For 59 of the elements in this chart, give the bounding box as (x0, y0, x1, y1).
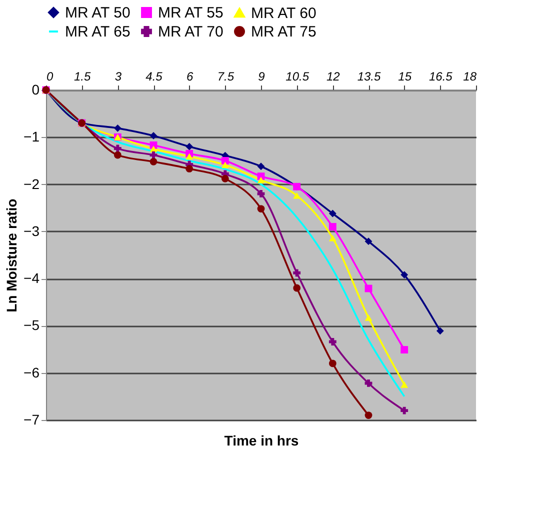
x-tick-label: 13.5 (357, 70, 381, 84)
point (328, 360, 336, 368)
point (186, 153, 194, 160)
y-tick-label: −2 (24, 176, 40, 192)
x-tick-label: 12 (326, 70, 340, 84)
point (257, 176, 265, 184)
legend-label: MR AT 70 (158, 24, 224, 40)
x-tick-label: 3 (114, 70, 122, 84)
point (436, 327, 444, 335)
legend-label: MR AT 65 (65, 24, 130, 40)
y-tick-label: −1 (24, 128, 40, 145)
y-tick-label: −7 (24, 412, 40, 428)
point (114, 151, 122, 159)
point (114, 124, 122, 132)
legend-label: MR AT 50 (65, 4, 130, 22)
point (221, 157, 229, 164)
point (186, 165, 194, 172)
y-tick-label: −3 (24, 222, 40, 239)
point (400, 346, 408, 354)
point (328, 223, 336, 230)
y-tick-label: 0 (32, 82, 40, 98)
legend-label: MR AT 60 (251, 4, 316, 22)
y-axis-title: Ln Moisture ratio (4, 198, 20, 312)
point (257, 190, 265, 198)
x-tick-label: 18 (463, 70, 477, 84)
point (257, 162, 265, 170)
point (221, 174, 229, 182)
point (328, 210, 336, 218)
point (150, 158, 158, 166)
x-tick-label: 4.5 (146, 70, 163, 84)
x-tick-label: 0 (46, 70, 54, 84)
point (114, 144, 122, 152)
x-tick-label: 1.5 (74, 70, 91, 84)
point (364, 412, 372, 419)
x-tick-label: 6 (186, 70, 194, 84)
x-tick-label: 7.5 (217, 70, 234, 84)
point (364, 380, 372, 387)
point (400, 271, 408, 279)
point (364, 238, 372, 246)
point (257, 205, 265, 212)
x-tick-label: 15 (398, 70, 412, 84)
y-tick-label: −5 (24, 317, 40, 334)
legend-label: MR AT 75 (251, 24, 316, 40)
x-tick-label: 10.5 (286, 70, 310, 84)
point (400, 406, 408, 414)
point (293, 269, 301, 277)
y-tick-label: −4 (24, 270, 40, 286)
point (400, 381, 408, 388)
point (328, 338, 336, 346)
point (293, 284, 301, 292)
x-axis-title: Time in hrs (224, 432, 299, 448)
y-tick-label: −6 (24, 364, 40, 380)
point (221, 162, 229, 168)
point (328, 234, 336, 242)
point (186, 142, 194, 150)
x-tick-label: 9 (258, 70, 266, 84)
x-tick-label: 16.5 (428, 70, 453, 84)
point (364, 314, 372, 321)
legend-label: MR AT 55 (158, 4, 224, 22)
